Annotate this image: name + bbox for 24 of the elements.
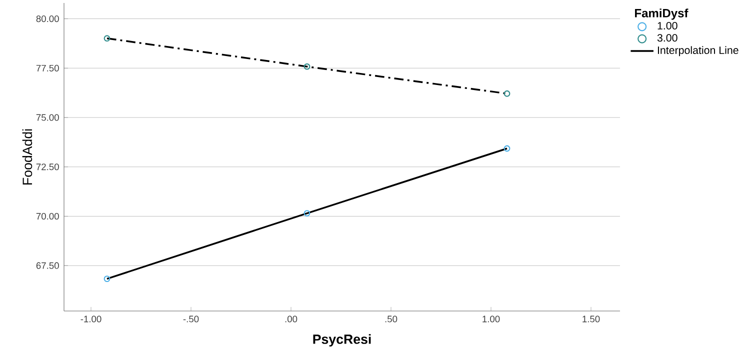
x-tick-label: -1.00 [80, 316, 102, 322]
y-tick-label: 70.00 [36, 212, 59, 220]
y-tick-label: 67.50 [36, 262, 59, 269]
y-axis-title: FoodAddi [22, 129, 32, 184]
legend-label: 3.00 [657, 34, 678, 42]
point [104, 35, 110, 42]
y-tick-label: 77.50 [36, 64, 59, 72]
x-tick-label: 1.00 [482, 316, 500, 322]
point [104, 276, 110, 282]
y-tick-label: 75.00 [36, 114, 59, 121]
point [304, 210, 310, 216]
legend-title: FamiDysf [635, 8, 688, 20]
legend-label: Interpolation Line [658, 46, 738, 56]
point [304, 63, 310, 70]
legend-label: 1.00 [658, 22, 678, 30]
y-tick-label: 80.00 [36, 16, 59, 22]
x-tick-label: .50 [385, 316, 398, 322]
x-tick-label: .00 [285, 316, 298, 322]
point [504, 145, 510, 152]
y-tick-label: 72.50 [36, 164, 59, 170]
point [504, 90, 510, 97]
x-tick-label: 1.50 [582, 316, 600, 322]
x-axis-title: PsycResi [313, 334, 371, 347]
x-tick-label: -.50 [183, 316, 199, 322]
